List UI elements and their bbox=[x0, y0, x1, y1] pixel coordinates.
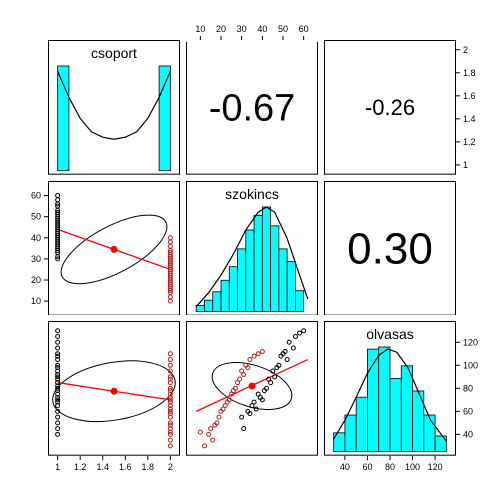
corr-1-2: 0.30 bbox=[324, 181, 456, 316]
corr-value: -0.26 bbox=[365, 95, 415, 120]
scatter-olvasas-vs-csoport bbox=[48, 321, 180, 456]
svg-text:60: 60 bbox=[463, 407, 473, 417]
axis-left-szokincs: 10 20 30 40 50 60 bbox=[20, 181, 48, 316]
axis-top-szokincs: 10 20 30 40 50 60 bbox=[186, 20, 318, 42]
svg-text:1.6: 1.6 bbox=[463, 91, 476, 101]
corr-0-1: -0.67 bbox=[186, 40, 318, 175]
svg-text:40: 40 bbox=[340, 462, 350, 472]
svg-text:30: 30 bbox=[237, 24, 247, 34]
svg-text:120: 120 bbox=[428, 462, 443, 472]
corr-0-2: -0.26 bbox=[324, 40, 456, 175]
svg-text:1.4: 1.4 bbox=[463, 114, 476, 124]
corr-value: 0.30 bbox=[347, 224, 433, 273]
svg-text:1.8: 1.8 bbox=[463, 68, 476, 78]
hist-csoport: csoport bbox=[48, 40, 180, 175]
svg-text:30: 30 bbox=[31, 254, 41, 264]
svg-text:100: 100 bbox=[463, 361, 478, 371]
svg-text:1.2: 1.2 bbox=[74, 462, 87, 472]
scatter-szokincs-vs-csoport bbox=[48, 181, 180, 316]
var-label-olvasas: olvasas bbox=[366, 326, 413, 342]
svg-text:1: 1 bbox=[55, 462, 60, 472]
svg-text:10: 10 bbox=[195, 24, 205, 34]
svg-text:1.6: 1.6 bbox=[119, 462, 132, 472]
svg-text:20: 20 bbox=[216, 24, 226, 34]
svg-text:2: 2 bbox=[168, 462, 173, 472]
svg-text:1: 1 bbox=[463, 160, 468, 170]
axis-bottom-csoport: 1 1.2 1.4 1.6 1.8 2 bbox=[48, 456, 180, 478]
svg-text:20: 20 bbox=[31, 275, 41, 285]
svg-text:60: 60 bbox=[31, 190, 41, 200]
svg-text:1.4: 1.4 bbox=[96, 462, 109, 472]
svg-text:1.8: 1.8 bbox=[142, 462, 155, 472]
svg-text:2: 2 bbox=[463, 45, 468, 55]
svg-text:60: 60 bbox=[299, 24, 309, 34]
svg-text:80: 80 bbox=[463, 384, 473, 394]
hist-olvasas: olvasas bbox=[324, 321, 456, 456]
axis-bottom-olvasas: 40 60 80 100 120 bbox=[324, 456, 456, 478]
hist-szokincs: szokincs bbox=[186, 181, 318, 316]
svg-text:1.2: 1.2 bbox=[463, 137, 476, 147]
svg-text:120: 120 bbox=[463, 338, 478, 348]
var-label-csoport: csoport bbox=[91, 45, 137, 61]
svg-text:40: 40 bbox=[257, 24, 267, 34]
axis-right-olvasas: 40 60 80 100 120 bbox=[456, 321, 486, 456]
svg-text:80: 80 bbox=[385, 462, 395, 472]
pairs-plot: csoport -0.67 -0.26 szokincs 0.30 olvasas 1 1.2… bbox=[0, 0, 504, 504]
corr-value: -0.67 bbox=[209, 88, 296, 130]
svg-text:100: 100 bbox=[405, 462, 420, 472]
var-label-szokincs: szokincs bbox=[225, 186, 279, 202]
svg-text:50: 50 bbox=[31, 211, 41, 221]
svg-text:50: 50 bbox=[278, 24, 288, 34]
scatter-olvasas-vs-szokincs bbox=[186, 321, 318, 456]
svg-text:40: 40 bbox=[31, 232, 41, 242]
svg-text:40: 40 bbox=[463, 430, 473, 440]
svg-text:10: 10 bbox=[31, 296, 41, 306]
axis-right-csoport: 1 1.2 1.4 1.6 1.8 2 bbox=[456, 40, 486, 175]
svg-text:60: 60 bbox=[362, 462, 372, 472]
